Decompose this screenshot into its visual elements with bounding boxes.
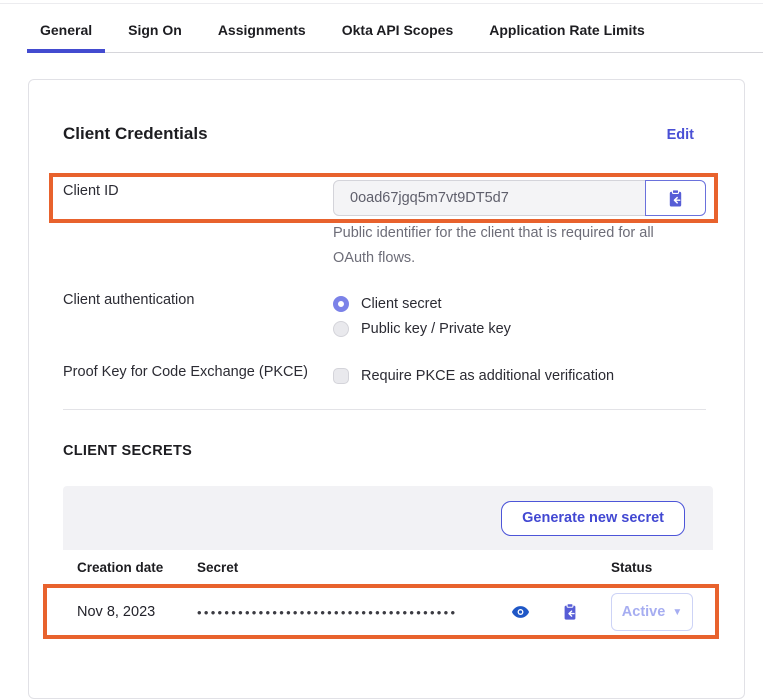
- clipboard-copy-icon: [667, 188, 684, 208]
- copy-secret-button[interactable]: [562, 603, 578, 621]
- section-divider: [63, 409, 706, 410]
- pkce-checkbox-label: Require PKCE as additional verification: [361, 367, 615, 384]
- client-id-label: Client ID: [63, 183, 119, 199]
- radio-unselected-icon[interactable]: [333, 320, 349, 337]
- radio-option-label: Client secret: [361, 295, 442, 312]
- tab-okta-api-scopes[interactable]: Okta API Scopes: [341, 22, 454, 38]
- radio-option-public-private-key[interactable]: Public key / Private key: [333, 316, 511, 341]
- radio-option-client-secret[interactable]: Client secret: [333, 291, 511, 316]
- app-tabbar: General Sign On Assignments Okta API Sco…: [27, 10, 763, 53]
- radio-selected-icon[interactable]: [333, 295, 349, 312]
- pkce-checkbox-row[interactable]: Require PKCE as additional verification: [333, 363, 614, 388]
- client-id-field-group: 0oad67jgq5m7vt9DT5d7: [333, 180, 706, 216]
- column-header-status: Status: [611, 560, 653, 575]
- table-row: Nov 8, 2023 ••••••••••••••••••••••••••••…: [63, 586, 713, 638]
- column-header-secret: Secret: [197, 560, 239, 575]
- table-header-row: Creation date Secret Status: [63, 550, 713, 586]
- client-id-value-field[interactable]: 0oad67jgq5m7vt9DT5d7: [333, 180, 646, 216]
- client-credentials-header: Client Credentials Edit: [63, 124, 694, 144]
- pkce-label: Proof Key for Code Exchange (PKCE): [63, 364, 309, 380]
- pkce-checkbox[interactable]: [333, 367, 349, 384]
- clipboard-copy-icon: [562, 603, 578, 621]
- client-id-copy-button[interactable]: [645, 180, 706, 216]
- client-secrets-toolbar: Generate new secret: [63, 486, 713, 550]
- client-secrets-title: CLIENT SECRETS: [63, 443, 193, 459]
- client-id-help-text: Public identifier for the client that is…: [333, 225, 654, 266]
- status-cell: Active ▼: [611, 593, 713, 631]
- client-secrets-table: Generate new secret Creation date Secret…: [63, 486, 713, 638]
- eye-icon: [511, 605, 530, 619]
- client-authentication-label: Client authentication: [63, 292, 195, 308]
- radio-option-label: Public key / Private key: [361, 320, 511, 337]
- secret-cell: ••••••••••••••••••••••••••••••••••••••: [197, 603, 611, 621]
- tab-application-rate-limits[interactable]: Application Rate Limits: [489, 22, 645, 38]
- edit-link[interactable]: Edit: [666, 127, 694, 143]
- masked-secret-value: ••••••••••••••••••••••••••••••••••••••: [197, 604, 458, 620]
- client-credentials-title: Client Credentials: [63, 124, 208, 143]
- tab-assignments[interactable]: Assignments: [217, 22, 306, 38]
- secret-creation-date: Nov 8, 2023: [77, 604, 156, 620]
- tab-sign-on[interactable]: Sign On: [128, 22, 182, 38]
- top-divider: [0, 3, 763, 4]
- reveal-secret-button[interactable]: [511, 605, 530, 619]
- general-settings-card: Client Credentials Edit Client ID 0oad67…: [28, 79, 745, 699]
- column-header-creation-date: Creation date: [77, 560, 164, 575]
- tab-general[interactable]: General: [27, 10, 106, 53]
- generate-new-secret-button[interactable]: Generate new secret: [501, 500, 685, 536]
- client-authentication-radio-group: Client secret Public key / Private key: [333, 291, 511, 341]
- caret-down-icon: ▼: [672, 606, 683, 618]
- secret-status-dropdown[interactable]: Active ▼: [611, 593, 693, 631]
- status-label: Active: [621, 604, 666, 620]
